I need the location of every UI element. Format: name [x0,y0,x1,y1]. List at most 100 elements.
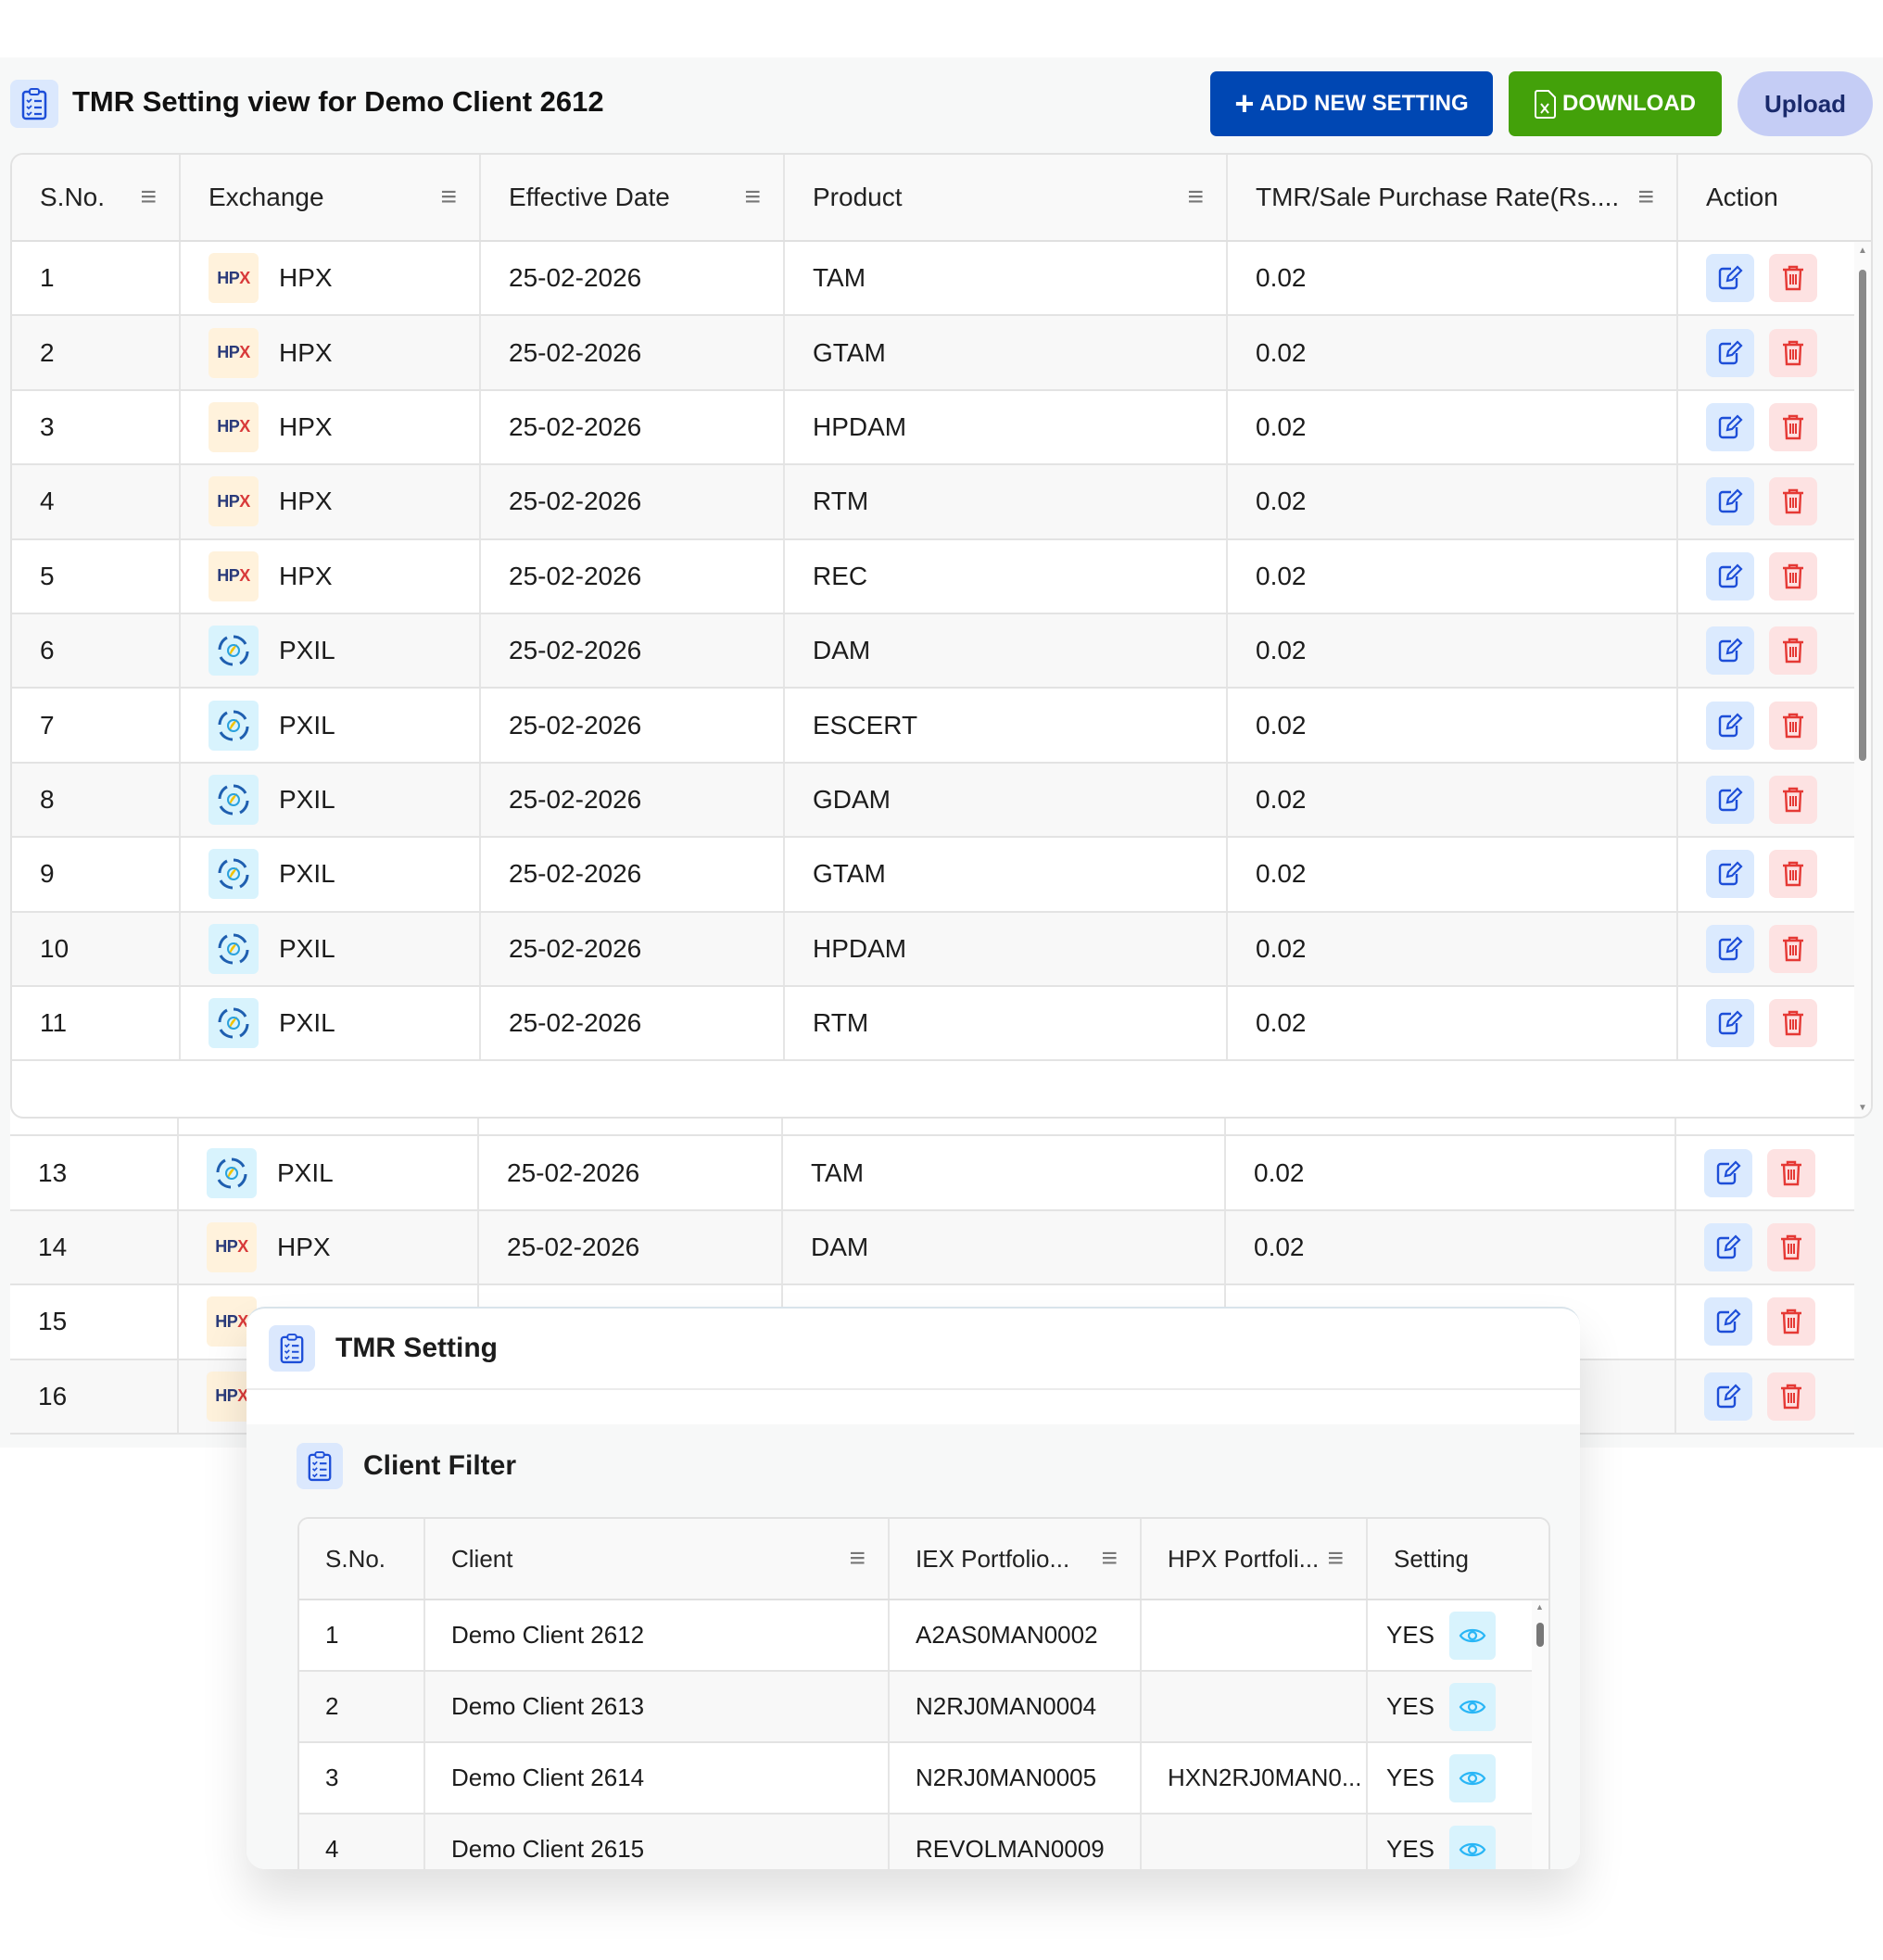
column-header[interactable]: Effective Date ≡ [481,155,785,240]
exchange-name: PXIL [279,710,335,740]
client-column-header[interactable]: S.No. [299,1519,425,1599]
delete-icon[interactable] [1769,999,1817,1048]
sno-cell: 3 [12,390,181,464]
table-row[interactable]: 7 PXIL 25-02-2026 ESCERT 0.02 [12,689,1871,764]
delete-icon[interactable] [1769,551,1817,601]
table-row[interactable]: 14 HP X HPX 25-02-2026 DAM 0.02 [10,1210,1854,1286]
table-row[interactable]: 13 PXIL 25-02-2026 TAM 0.02 [10,1136,1854,1211]
table-row[interactable]: 3 HP X HPX 25-02-2026 HPDAM 0.02 [12,390,1871,466]
view-eye-icon[interactable] [1449,1611,1497,1660]
hpx-logo: HP X [209,253,259,304]
clipboard-icon [269,1325,315,1372]
column-menu-icon[interactable]: ≡ [1637,182,1654,212]
delete-icon[interactable] [1769,850,1817,899]
column-menu-icon[interactable]: ≡ [440,182,457,212]
edit-icon[interactable] [1706,924,1754,973]
delete-icon[interactable] [1769,775,1817,824]
client-column-header[interactable]: Client ≡ [425,1519,890,1599]
delete-icon[interactable] [1769,924,1817,973]
edit-icon[interactable] [1706,402,1754,451]
exchange-cell: HP X HPX [181,316,481,389]
table-row[interactable]: 8 PXIL 25-02-2026 GDAM 0.02 [12,763,1871,839]
client-row[interactable]: 1 Demo Client 2612 A2AS0MAN0002 YES [299,1600,1548,1672]
column-header[interactable]: TMR/Sale Purchase Rate(Rs.... ≡ [1228,155,1678,240]
scroll-down-arrow[interactable]: ▼ [1858,1103,1867,1113]
client-table-scrollbar[interactable]: ▲ [1532,1600,1548,1869]
column-header[interactable]: S.No. ≡ [12,155,181,240]
column-header[interactable]: Exchange ≡ [181,155,481,240]
edit-icon[interactable] [1704,1372,1752,1421]
column-menu-icon[interactable]: ≡ [849,1543,866,1574]
delete-icon[interactable] [1767,1222,1815,1271]
column-header[interactable]: Action [1678,155,1856,240]
sno-cell: 8 [12,763,181,837]
view-eye-icon[interactable] [1449,1753,1497,1802]
edit-icon[interactable] [1704,1297,1752,1347]
tmr-settings-table: S.No. ≡ Exchange ≡ Effective Date ≡ Product ≡ TM… [10,153,1873,1119]
table-row[interactable]: 10 PXIL 25-02-2026 HPDAM 0.02 [12,912,1871,987]
delete-icon[interactable] [1769,626,1817,676]
table-row[interactable]: 11 PXIL 25-02-2026 RTM 0.02 [12,986,1871,1062]
scroll-thumb[interactable] [1536,1623,1544,1647]
exchange-cell: PXIL [181,613,481,688]
upload-button[interactable]: Upload [1738,71,1873,136]
edit-icon[interactable] [1704,1222,1752,1271]
sno-cell: 2 [12,316,181,389]
download-button[interactable]: DOWNLOAD [1509,71,1722,136]
hpx-portfolio-cell [1142,1815,1368,1869]
client-row[interactable]: 3 Demo Client 2614 N2RJ0MAN0005 HXN2RJ0MAN0… [299,1743,1548,1815]
sno-cell: 5 [12,539,181,613]
product-cell: GTAM [785,316,1228,389]
edit-icon[interactable] [1706,999,1754,1048]
scroll-thumb[interactable] [1859,270,1866,761]
edit-icon[interactable] [1706,328,1754,377]
table-row[interactable]: 6 PXIL 25-02-2026 DAM 0.02 [12,613,1871,689]
exchange-cell: PXIL [181,689,481,762]
scroll-up-arrow[interactable]: ▲ [1535,1602,1544,1612]
column-menu-icon[interactable]: ≡ [1327,1543,1344,1574]
edit-icon[interactable] [1706,477,1754,526]
column-menu-icon[interactable]: ≡ [1187,182,1204,212]
edit-icon[interactable] [1706,701,1754,750]
table-row[interactable]: 1 HP X HPX 25-02-2026 TAM 0.02 [12,242,1871,317]
client-row[interactable]: 4 Demo Client 2615 REVOLMAN0009 YES [299,1815,1548,1869]
delete-icon[interactable] [1767,1372,1815,1421]
product-cell: TAM [785,242,1228,315]
delete-icon[interactable] [1767,1148,1815,1197]
column-header[interactable]: Product ≡ [785,155,1228,240]
edit-icon[interactable] [1706,551,1754,601]
edit-icon[interactable] [1706,254,1754,303]
table-row[interactable]: 2 HP X HPX 25-02-2026 GTAM 0.02 [12,316,1871,391]
table-scrollbar[interactable]: ▲ ▼ [1854,242,1871,1117]
effective-date-cell: 25-02-2026 [479,1210,783,1284]
column-menu-icon[interactable]: ≡ [744,182,761,212]
delete-icon[interactable] [1769,701,1817,750]
delete-icon[interactable] [1767,1297,1815,1347]
sno-cell: 14 [10,1210,179,1284]
delete-icon[interactable] [1769,402,1817,451]
delete-icon[interactable] [1769,328,1817,377]
view-eye-icon[interactable] [1449,1682,1497,1731]
action-cell [1676,1136,1854,1208]
edit-icon[interactable] [1706,850,1754,899]
sno-cell: 7 [12,689,181,762]
edit-icon[interactable] [1706,626,1754,676]
rate-cell [1226,1359,1676,1433]
client-row[interactable]: 2 Demo Client 2613 N2RJ0MAN0004 YES [299,1672,1548,1743]
edit-icon[interactable] [1706,775,1754,824]
column-menu-icon[interactable]: ≡ [140,182,157,212]
table-row[interactable]: 5 HP X HPX 25-02-2026 REC 0.02 [12,539,1871,614]
pxil-logo-icon [209,849,259,900]
table-row[interactable]: 9 PXIL 25-02-2026 GTAM 0.02 [12,838,1871,913]
scroll-up-arrow[interactable]: ▲ [1858,246,1867,256]
add-new-setting-button[interactable]: + ADD NEW SETTING [1210,71,1493,136]
delete-icon[interactable] [1769,477,1817,526]
edit-icon[interactable] [1704,1148,1752,1197]
delete-icon[interactable] [1769,254,1817,303]
table-row[interactable]: 4 HP X HPX 25-02-2026 RTM 0.02 [12,465,1871,540]
view-eye-icon[interactable] [1449,1825,1497,1869]
client-column-header[interactable]: IEX Portfolio... ≡ [890,1519,1142,1599]
column-menu-icon[interactable]: ≡ [1101,1543,1118,1574]
client-column-header[interactable]: Setting [1368,1519,1535,1599]
client-column-header[interactable]: HPX Portfoli... ≡ [1142,1519,1368,1599]
